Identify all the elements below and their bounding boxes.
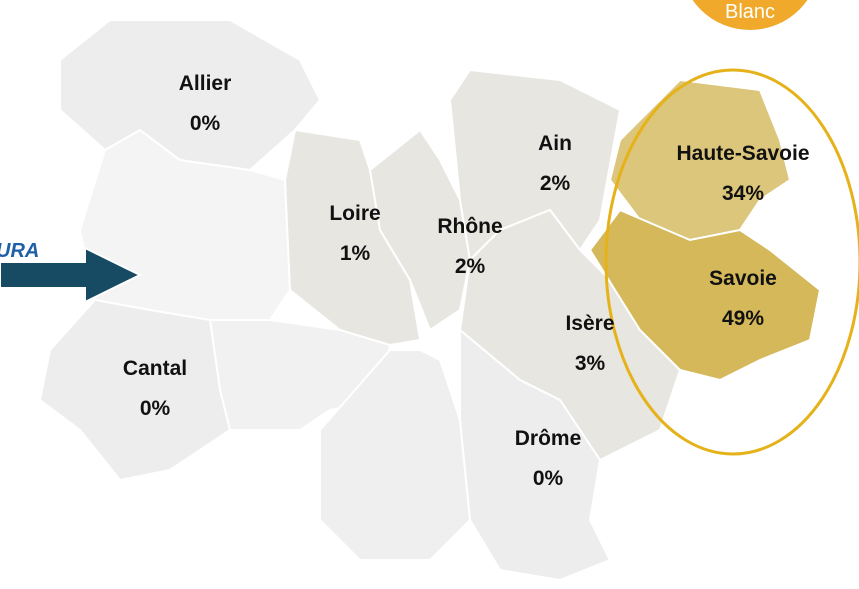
department-name: Drôme	[515, 427, 582, 450]
department-value: 0%	[190, 112, 221, 135]
department-name: Cantal	[123, 357, 187, 380]
department-value: 3%	[575, 352, 606, 375]
department-name: Isère	[565, 312, 614, 335]
department-name: Rhône	[437, 215, 502, 238]
department-name: Savoie	[709, 267, 777, 290]
department-value: 34%	[722, 182, 764, 205]
department	[368, 128, 472, 332]
department-name: Loire	[329, 202, 380, 225]
department-value: 0%	[140, 397, 171, 420]
department	[59, 19, 322, 172]
department-value: 2%	[540, 172, 571, 195]
department-value: 0%	[533, 467, 564, 490]
department	[38, 298, 232, 482]
department-value: 49%	[722, 307, 764, 330]
highlight-ellipse	[604, 68, 859, 456]
department	[608, 78, 792, 242]
badge	[692, 0, 808, 30]
department-name: Haute-Savoie	[676, 142, 809, 165]
badge-text: Blanc	[725, 1, 775, 23]
arrow-label: URA	[0, 240, 39, 262]
department-value: 1%	[340, 242, 371, 265]
department	[588, 208, 822, 382]
department-name: Ain	[538, 132, 572, 155]
arrow	[0, 246, 143, 304]
department-name: Allier	[179, 72, 232, 95]
department	[459, 327, 612, 582]
department-value: 2%	[455, 255, 486, 278]
